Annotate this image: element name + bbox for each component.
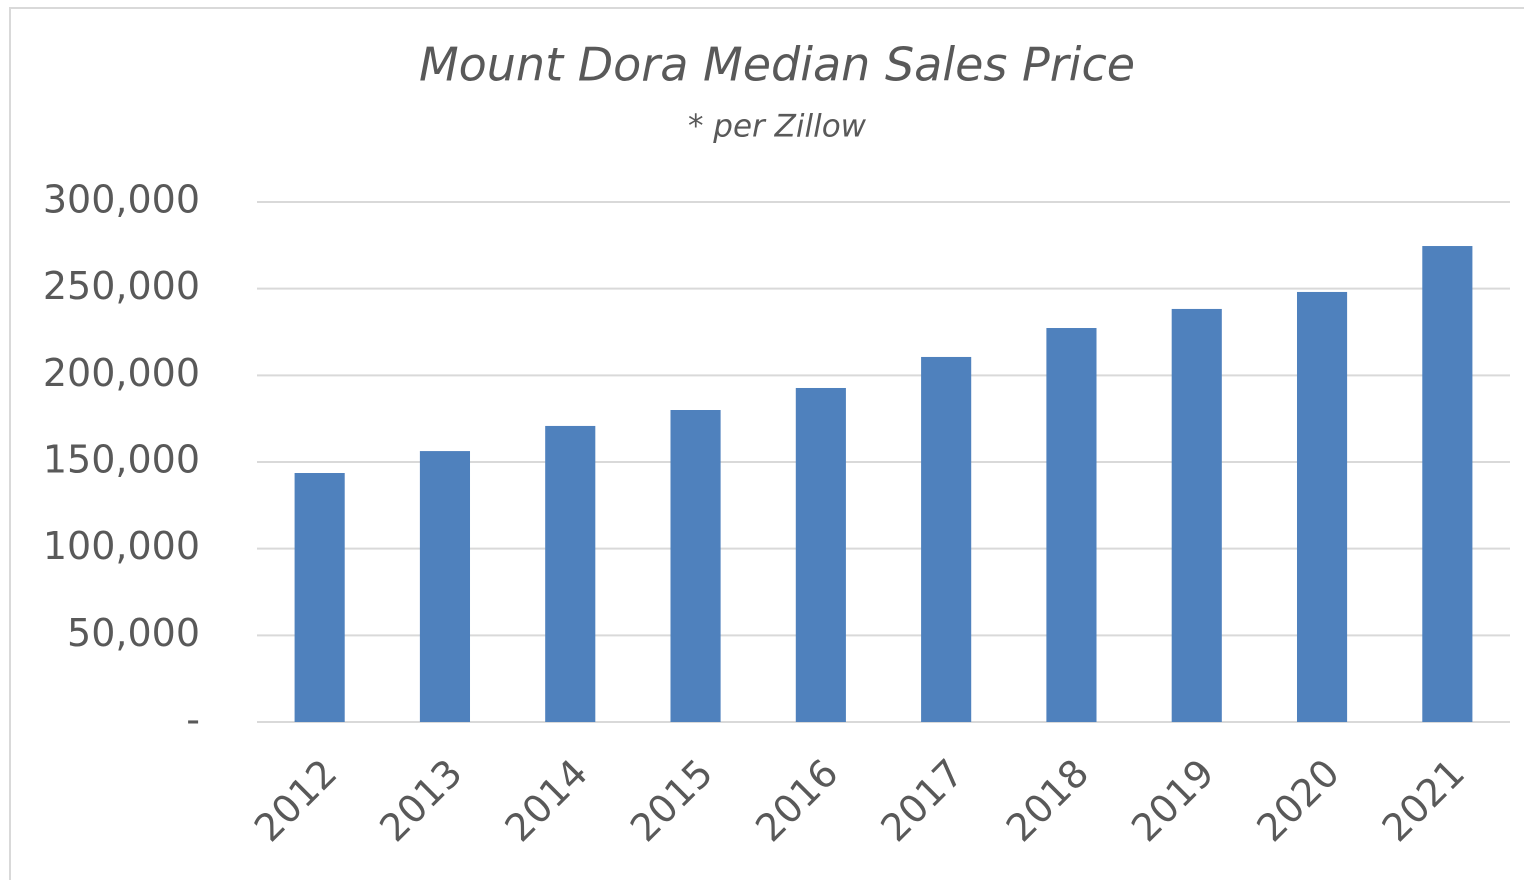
x-tick-label: 2019 [1123, 751, 1223, 851]
y-tick-label: - [186, 698, 200, 742]
y-tick-label: 100,000 [43, 524, 200, 568]
bar [419, 451, 471, 722]
y-tick-label: 50,000 [67, 611, 200, 655]
chart-title: Mount Dora Median Sales Price [419, 38, 1135, 92]
bar [795, 387, 846, 722]
bar [1296, 291, 1348, 722]
chart-subtitle: * per Zillow [688, 109, 867, 145]
x-tick-label: 2017 [872, 751, 972, 851]
bar [670, 410, 721, 722]
bar [1046, 328, 1097, 722]
y-tick-label: 300,000 [43, 178, 200, 222]
chart-frame [9, 7, 1524, 880]
x-tick-label: 2014 [497, 751, 597, 851]
bar [294, 473, 345, 722]
bar [545, 425, 596, 722]
x-tick-label: 2021 [1374, 751, 1474, 851]
x-tick-label: 2016 [747, 751, 847, 851]
x-tick-label: 2013 [371, 751, 471, 851]
y-tick-label: 200,000 [43, 351, 200, 395]
x-tick-label: 2018 [998, 751, 1098, 851]
bar [1171, 308, 1222, 722]
bar [921, 356, 972, 722]
x-tick-label: 2020 [1248, 751, 1348, 851]
x-tick-label: 2015 [622, 751, 722, 851]
x-tick-label: 2012 [246, 751, 346, 851]
y-tick-label: 250,000 [43, 264, 200, 308]
bar [1422, 246, 1473, 722]
y-tick-label: 150,000 [43, 438, 200, 482]
